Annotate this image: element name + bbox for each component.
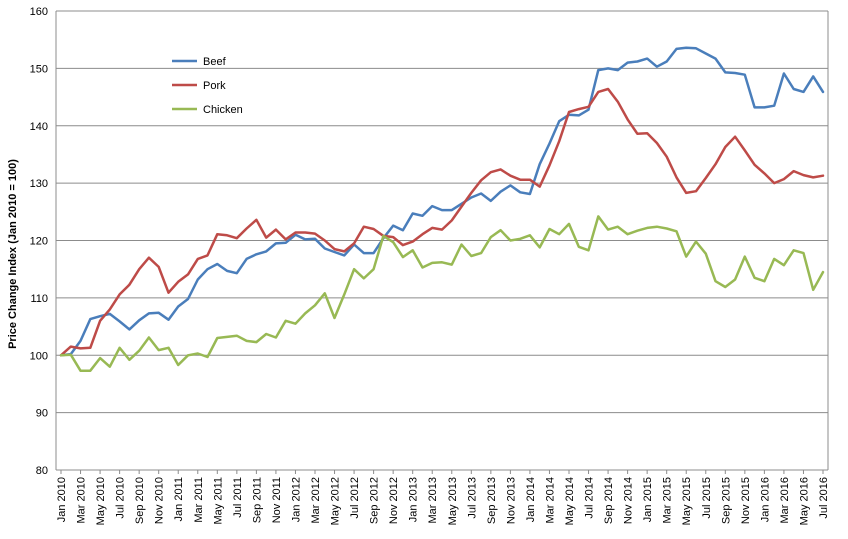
y-tick-label: 90 [36,408,48,420]
x-tick-label: Jan 2010 [56,477,68,522]
x-tick-label: Jan 2015 [642,477,654,522]
x-axis-ticks: Jan 2010 Mar 2010 May 2010 Jul 2010 Sep 2010… [56,470,830,525]
series-line-beef [59,46,825,357]
x-tick-label: May 2011 [212,477,224,525]
y-tick-label: 80 [36,465,48,477]
x-tick-label: May 2014 [564,477,576,525]
y-tick-label: 130 [30,178,48,190]
y-tick-label: 140 [30,121,48,133]
x-tick-label: Sep 2011 [251,477,263,523]
legend-label-beef: Beef [203,56,227,68]
legend: Beef Pork Chicken [172,56,243,116]
x-tick-label: Jul 2010 [115,477,127,519]
legend-label-pork: Pork [203,80,226,92]
x-tick-label: May 2016 [798,477,810,525]
x-tick-label: May 2012 [330,477,342,525]
x-tick-label: May 2013 [447,477,459,525]
x-tick-label: Nov 2014 [623,477,635,524]
x-tick-label: Jul 2016 [818,477,830,519]
x-tick-label: Mar 2013 [427,477,439,523]
y-tick-label: 150 [30,63,48,75]
x-tick-label: Nov 2013 [505,477,517,524]
x-tick-label: Jan 2012 [290,477,302,522]
x-tick-label: Sep 2010 [134,477,146,524]
x-tick-label: Mar 2010 [76,477,88,523]
x-tick-label: Nov 2015 [740,477,752,524]
x-tick-label: Nov 2010 [154,477,166,524]
x-tick-label: Jul 2015 [701,477,713,519]
x-tick-label: Sep 2012 [369,477,381,524]
x-tick-label: Nov 2011 [271,477,283,523]
series-line-chicken [59,215,825,372]
series-lines [59,46,825,372]
x-tick-label: Sep 2014 [603,477,615,524]
x-tick-label: Jul 2012 [349,477,361,519]
series-line-pork [59,87,825,357]
x-tick-label: Jul 2013 [466,477,478,519]
x-tick-label: Mar 2012 [310,477,322,523]
x-tick-label: May 2010 [95,477,107,525]
gridlines [55,10,829,471]
x-tick-label: Jan 2011 [173,477,185,521]
x-tick-label: Sep 2015 [720,477,732,524]
y-tick-label: 160 [30,6,48,18]
y-axis-label: Price Change Index (Jan 2010 = 100) [7,159,19,349]
x-tick-label: May 2015 [681,477,693,525]
x-tick-label: Jan 2014 [525,477,537,522]
x-tick-label: Mar 2015 [662,477,674,523]
y-tick-label: 100 [30,350,48,362]
x-tick-label: Sep 2013 [486,477,498,524]
x-tick-label: Jan 2013 [408,477,420,522]
x-tick-label: Mar 2014 [544,477,556,523]
x-tick-label: Mar 2011 [193,477,205,523]
y-axis-ticks: 80 90 100 110 120 130 140 150 160 [30,6,48,477]
x-tick-label: Jul 2011 [232,477,244,518]
y-tick-label: 120 [30,236,48,248]
x-tick-label: Nov 2012 [388,477,400,524]
y-tick-label: 110 [30,293,48,305]
x-tick-label: Jul 2014 [584,477,596,519]
x-tick-label: Jan 2016 [759,477,771,522]
legend-label-chicken: Chicken [203,104,243,116]
x-tick-label: Mar 2016 [779,477,791,523]
